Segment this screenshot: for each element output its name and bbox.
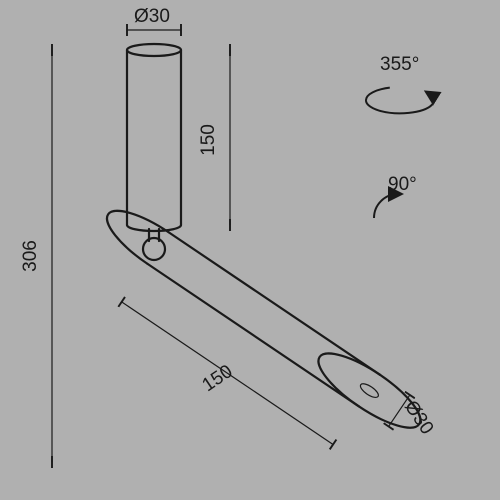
- upper-cyl-top: [127, 44, 181, 56]
- dim-total-height-label: 306: [20, 240, 41, 272]
- pan-rotation-label: 355°: [380, 54, 419, 75]
- pan-rotation-icon: [366, 94, 434, 114]
- dim-lower-diameter-label: Ø30: [400, 397, 437, 439]
- dimension-drawing: 306 150 Ø30 150 Ø30 355° 90°: [0, 0, 500, 500]
- joint-ball: [143, 238, 165, 260]
- tilt-rotation-label: 90°: [388, 174, 417, 195]
- lower-cyl-side-a: [169, 232, 380, 375]
- upper-cyl-bottom: [127, 225, 181, 231]
- lower-cyl-side-b: [147, 264, 358, 407]
- dim-upper-length-label: 150: [198, 124, 219, 156]
- tilt-rotation-icon: [374, 194, 398, 218]
- dim-lower-length-label: 150: [199, 361, 237, 396]
- dim-upper-diameter-label: Ø30: [134, 6, 170, 27]
